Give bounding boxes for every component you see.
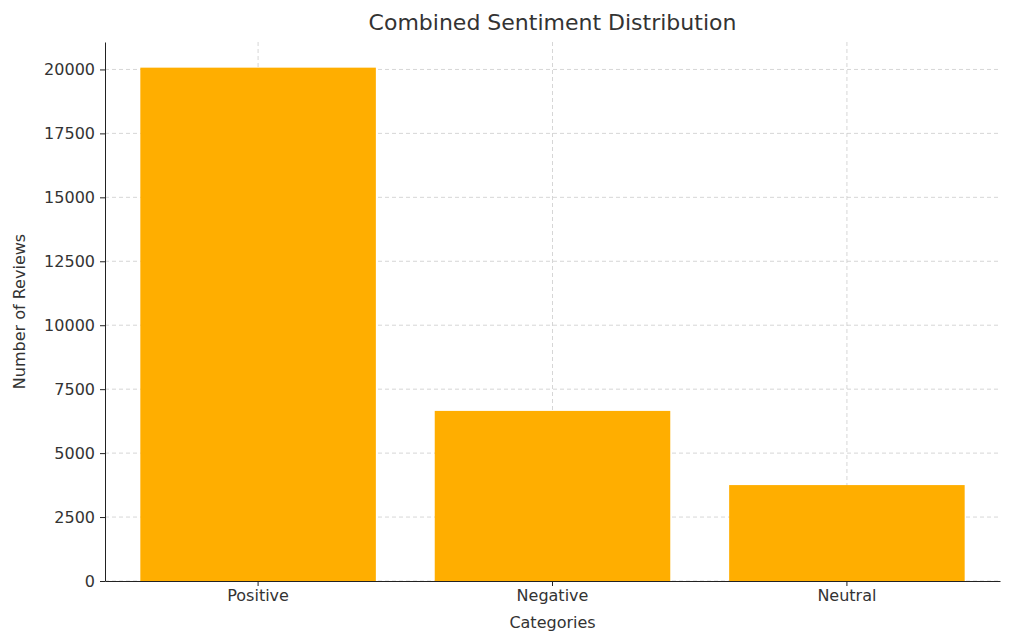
- plot-area: 0 2500 5000 7500 10000 12500 15000 17500 20000 Po…: [44, 42, 1000, 605]
- y-axis-title: Number of Reviews: [10, 234, 29, 389]
- y-tick-label: 10000: [44, 316, 95, 335]
- x-tick-label: Neutral: [817, 586, 876, 605]
- y-tick-label: 15000: [44, 188, 95, 207]
- y-axis: 0 2500 5000 7500 10000 12500 15000 17500 20000: [44, 43, 105, 591]
- y-tick: 5000: [54, 444, 105, 463]
- x-tick: Neutral: [817, 581, 876, 605]
- bars: [140, 68, 964, 581]
- y-tick-label: 20000: [44, 60, 95, 79]
- x-tick-mark: [846, 581, 847, 586]
- y-tick: 15000: [44, 188, 105, 207]
- y-tick: 20000: [44, 60, 105, 79]
- x-axis-title: Categories: [509, 613, 595, 632]
- y-tick-label: 0: [85, 572, 95, 591]
- bar: [140, 68, 376, 581]
- chart-title: Combined Sentiment Distribution: [369, 10, 737, 35]
- y-tick-mark: [100, 133, 105, 134]
- y-tick-mark: [100, 325, 105, 326]
- y-tick-mark: [100, 197, 105, 198]
- y-tick-label: 17500: [44, 124, 95, 143]
- y-tick-mark: [100, 261, 105, 262]
- chart-container: 0 2500 5000 7500 10000 12500 15000 17500 20000 Po…: [0, 0, 1024, 644]
- y-tick: 7500: [54, 380, 105, 399]
- y-tick-label: 5000: [54, 444, 95, 463]
- y-axis-line: [105, 43, 106, 582]
- y-tick-label: 12500: [44, 252, 95, 271]
- y-tick-mark: [100, 389, 105, 390]
- x-tick-mark: [552, 581, 553, 586]
- y-tick: 2500: [54, 508, 105, 527]
- y-tick: 17500: [44, 124, 105, 143]
- y-tick-mark: [100, 69, 105, 70]
- y-tick: 0: [85, 572, 105, 591]
- bar: [435, 411, 671, 581]
- x-tick-mark: [258, 581, 259, 586]
- x-tick: Positive: [227, 581, 289, 605]
- chart-svg: 0 2500 5000 7500 10000 12500 15000 17500 20000 Po…: [0, 0, 1024, 644]
- y-tick-mark: [100, 453, 105, 454]
- grid: [105, 42, 1000, 581]
- x-tick: Negative: [517, 581, 589, 605]
- y-tick-label: 2500: [54, 508, 95, 527]
- y-tick-label: 7500: [54, 380, 95, 399]
- x-tick-label: Positive: [227, 586, 289, 605]
- x-axis: Positive Negative Neutral: [106, 581, 1001, 605]
- y-tick: 10000: [44, 316, 105, 335]
- bar: [729, 485, 965, 581]
- y-tick-mark: [100, 581, 105, 582]
- y-tick-mark: [100, 517, 105, 518]
- x-tick-label: Negative: [517, 586, 589, 605]
- y-tick: 12500: [44, 252, 105, 271]
